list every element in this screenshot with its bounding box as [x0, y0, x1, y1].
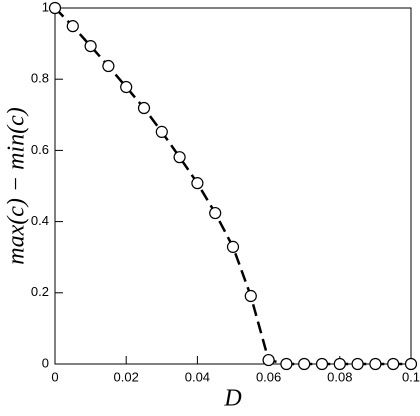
data-point: [244, 289, 257, 303]
data-point: [298, 357, 311, 371]
data-point: [387, 357, 400, 371]
data-point: [333, 357, 346, 371]
data-point: [262, 353, 275, 367]
data-point: [191, 177, 204, 190]
y-axis-title: max(c) − min(c): [4, 107, 30, 264]
data-point: [369, 357, 382, 371]
x-tick-label: 0.04: [185, 369, 210, 384]
y-tick-label: 0: [42, 355, 49, 370]
data-point: [84, 39, 97, 53]
data-point: [226, 240, 240, 253]
data-point: [66, 20, 79, 33]
y-tick-label: 0.8: [31, 71, 49, 86]
x-tick-label: 0.02: [114, 369, 139, 384]
data-point: [102, 59, 115, 73]
data-point: [315, 357, 329, 371]
y-tick-label: 0.6: [31, 142, 49, 157]
x-tick-label: 0.06: [256, 369, 281, 384]
data-point: [155, 125, 168, 138]
data-point: [120, 80, 133, 94]
data-point: [173, 151, 186, 164]
data-point: [280, 357, 293, 371]
x-tick-label: 0.1: [402, 369, 420, 384]
y-tick-label: 0.2: [31, 284, 49, 299]
x-axis-title: D: [223, 386, 241, 412]
plot-frame: [54, 7, 412, 365]
data-point: [351, 357, 364, 371]
x-tick-label: 0.08: [327, 369, 352, 384]
data-point: [404, 357, 418, 371]
y-tick-label: 1: [42, 0, 49, 14]
data-point: [48, 1, 62, 15]
x-tick-label: 0: [51, 369, 58, 384]
data-point: [137, 101, 151, 115]
data-point: [209, 206, 222, 220]
y-tick-label: 0.4: [31, 213, 49, 228]
